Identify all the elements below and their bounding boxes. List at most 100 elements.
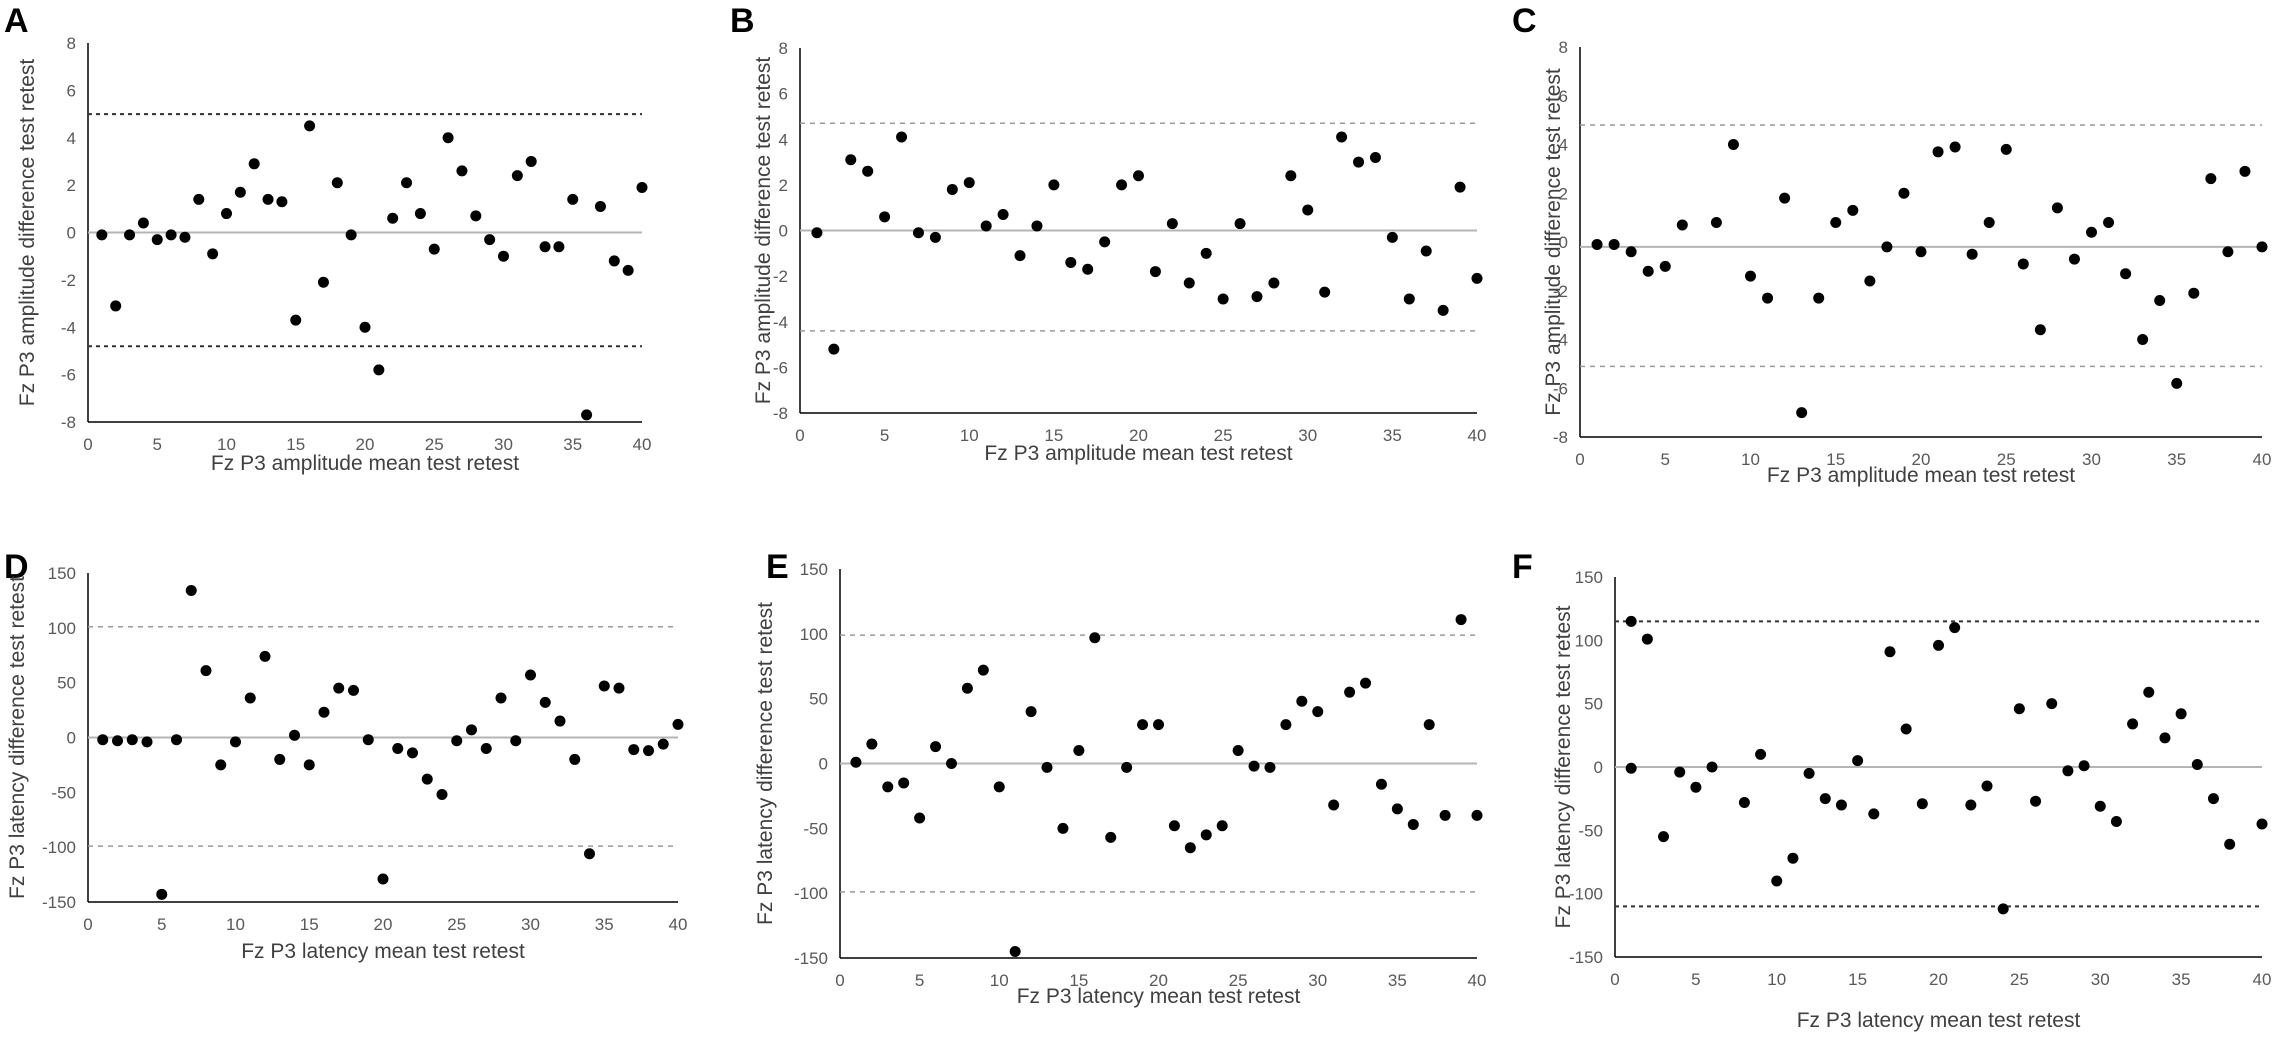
x-tick-label: 15: [300, 915, 319, 934]
data-point: [1884, 646, 1896, 658]
data-point: [845, 154, 857, 166]
data-point: [2175, 708, 2187, 720]
data-point: [373, 364, 385, 376]
y-tick-label: -4: [61, 318, 76, 337]
data-point: [1779, 192, 1791, 204]
data-point: [977, 664, 989, 676]
data-point: [567, 193, 579, 205]
data-point: [539, 241, 551, 253]
data-point: [2256, 818, 2268, 830]
y-tick-label: 8: [779, 39, 788, 58]
x-tick-label: 5: [915, 971, 924, 990]
data-point: [156, 888, 168, 900]
x-tick-label: 20: [1912, 450, 1931, 469]
x-tick-label: 5: [1691, 970, 1700, 989]
data-point: [2191, 758, 2203, 770]
x-tick-label: 10: [226, 915, 245, 934]
x-tick-label: 40: [669, 915, 688, 934]
x-tick-label: 10: [1741, 450, 1760, 469]
data-point: [234, 186, 246, 198]
data-point: [1738, 796, 1750, 808]
y-tick-label: -2: [61, 271, 76, 290]
x-tick-label: 30: [2082, 450, 2101, 469]
data-point: [997, 209, 1009, 221]
y-tick-label: -8: [773, 404, 788, 423]
y-tick-label: 100: [48, 619, 76, 638]
data-point: [1745, 270, 1756, 282]
data-point: [171, 734, 182, 746]
data-point: [1328, 799, 1340, 811]
data-point: [525, 669, 536, 681]
data-point: [1706, 761, 1718, 773]
panel-d: D -150 -100 -50 0 50 100 150 0 5 10 15 20 25 30 35 40 Fz …: [4, 548, 687, 963]
y-tick-label: 6: [67, 81, 76, 100]
y-axis-title: Fz P3 amplitude difference test retest: [1542, 68, 1565, 416]
x-tick-label: 40: [1468, 426, 1487, 445]
data-point: [345, 229, 357, 241]
y-tick-label: -50: [1578, 821, 1603, 840]
data-point: [1710, 217, 1722, 228]
y-tick-label: 150: [48, 564, 76, 583]
panel-label: B: [730, 2, 755, 40]
data-point: [1787, 852, 1799, 864]
x-tick-label: 0: [795, 426, 804, 445]
data-point: [1014, 250, 1026, 262]
data-point: [1847, 204, 1859, 216]
data-point: [1048, 179, 1060, 191]
data-point: [333, 682, 345, 694]
y-tick-label: 0: [1559, 233, 1568, 252]
data-point: [1200, 247, 1212, 259]
data-point: [2171, 377, 2183, 389]
data-point: [1915, 246, 1927, 258]
data-point: [2094, 800, 2106, 812]
x-tick-label: 10: [990, 971, 1009, 990]
data-point: [151, 234, 163, 246]
data-point: [1864, 275, 1876, 287]
x-axis-title: Fz P3 latency mean test retest: [1017, 985, 1301, 1008]
y-tick-label: -8: [61, 413, 76, 432]
data-point: [1454, 181, 1466, 193]
data-point: [1344, 686, 1356, 698]
x-axis-title: Fz P3 amplitude mean test retest: [1767, 464, 2075, 487]
data-point: [613, 682, 625, 694]
data-point: [112, 735, 123, 747]
data-point: [230, 736, 241, 748]
data-point: [193, 193, 205, 205]
x-tick-label: 10: [1767, 970, 1786, 989]
y-axis-title: Fz P3 latency difference test retest: [1552, 605, 1575, 928]
data-point: [1403, 293, 1415, 305]
data-point: [569, 753, 581, 765]
data-point: [185, 585, 197, 597]
data-point: [1591, 238, 1603, 250]
x-tick-label: 40: [2253, 970, 2272, 989]
x-tick-label: 0: [83, 915, 92, 934]
panel-e: E -150 -100 -50 0 50 100 150 0 5 10 15 20 25 30 35 40 Fz …: [754, 548, 1486, 1008]
data-point: [1336, 131, 1348, 143]
data-point: [274, 753, 286, 765]
data-point: [914, 812, 926, 824]
data-point: [1803, 767, 1815, 779]
data-point: [1025, 706, 1037, 718]
data-point: [1312, 706, 1324, 718]
data-point: [993, 781, 1005, 793]
data-point: [1658, 831, 1670, 843]
data-point: [1116, 179, 1128, 191]
data-point: [401, 177, 413, 189]
data-point: [879, 211, 891, 223]
data-point: [2046, 698, 2058, 710]
x-tick-label: 35: [595, 915, 614, 934]
data-point: [1471, 272, 1483, 284]
data-point: [929, 231, 941, 243]
data-point: [963, 177, 975, 189]
data-point: [1232, 745, 1244, 757]
data-point: [980, 220, 992, 232]
x-tick-label: 30: [521, 915, 540, 934]
y-tick-label: -100: [42, 838, 76, 857]
data-point: [850, 756, 862, 768]
y-tick-label: 150: [1575, 568, 1603, 587]
y-tick-label: -8: [1553, 428, 1568, 447]
data-point: [912, 227, 924, 239]
y-tick-label: 0: [779, 222, 788, 241]
data-point: [1949, 622, 1961, 634]
x-tick-label: 20: [1149, 971, 1168, 990]
